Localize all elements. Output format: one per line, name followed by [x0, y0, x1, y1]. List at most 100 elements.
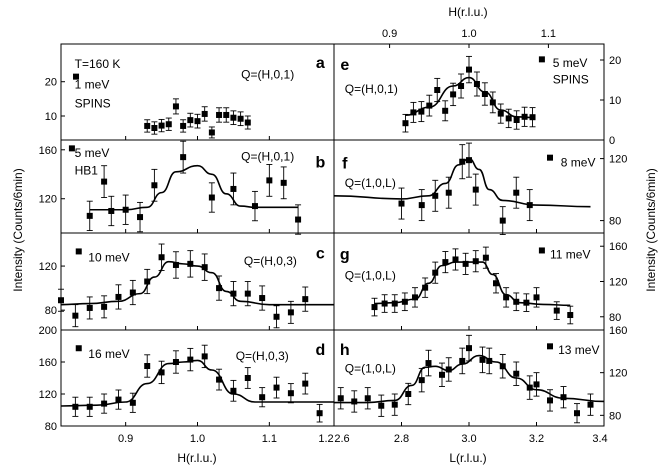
- panel-g: 80 120 160 11 meV Q=(1,0,L) g: [333, 232, 627, 331]
- data-point: [302, 380, 309, 387]
- data-point: [486, 357, 493, 364]
- panel-text: Q=(H,0,1): [241, 68, 294, 82]
- data-point: [513, 189, 520, 196]
- panel-text: 13 meV: [558, 343, 599, 357]
- data-point: [422, 284, 429, 291]
- panel-text: SPINS: [553, 73, 589, 87]
- data-point: [523, 299, 530, 306]
- panel-text: SPINS: [75, 97, 111, 111]
- data-point: [405, 391, 412, 397]
- panel-text: 5 meV: [75, 146, 110, 160]
- data-point: [337, 395, 344, 402]
- data-point: [482, 254, 489, 261]
- panel-text: 11 meV: [550, 247, 590, 261]
- x-tick-label: 1.2: [318, 433, 333, 445]
- data-point: [489, 99, 496, 106]
- data-point: [115, 293, 122, 300]
- data-point: [201, 110, 208, 117]
- legend-marker: [75, 345, 82, 352]
- y-tick-label: 120: [609, 154, 627, 166]
- legend-marker: [538, 56, 545, 63]
- data-point: [230, 114, 237, 121]
- x-tick-label: 3.0: [461, 433, 476, 445]
- data-point: [533, 294, 540, 301]
- data-point: [442, 107, 449, 114]
- fit-curve: [89, 164, 299, 211]
- data-point: [216, 111, 223, 118]
- data-point: [466, 345, 472, 352]
- data-point: [526, 384, 533, 391]
- data-point: [497, 110, 504, 117]
- legend-marker: [547, 154, 553, 161]
- data-point: [450, 91, 457, 98]
- data-point: [472, 258, 479, 265]
- data-point: [86, 403, 93, 410]
- legend-marker: [68, 145, 75, 152]
- data-point: [201, 264, 208, 271]
- panel-b: 120 160 5 meV HB1 Q=(H,0,1) b: [39, 139, 335, 235]
- data-point: [287, 390, 294, 397]
- panel-letter: a: [316, 55, 325, 72]
- data-point: [72, 312, 79, 319]
- data-point: [351, 398, 358, 405]
- data-point: [187, 117, 194, 124]
- legend-marker: [538, 247, 545, 254]
- panel-letter: b: [315, 154, 325, 171]
- data-point: [459, 158, 466, 165]
- data-point: [244, 375, 251, 381]
- data-point: [418, 108, 425, 115]
- data-point: [466, 66, 472, 73]
- y-tick-label: 200: [39, 325, 57, 337]
- data-point: [302, 296, 309, 303]
- data-point: [230, 387, 237, 394]
- y-tick-label: 80: [45, 421, 57, 433]
- data-point: [158, 369, 165, 376]
- data-point: [472, 186, 479, 193]
- data-point: [259, 295, 266, 302]
- data-point: [513, 117, 520, 123]
- x-tick-label: 0.9: [118, 433, 133, 445]
- panel-text: 5 meV: [553, 56, 588, 70]
- panel-f: 80 120 8 meV Q=(1,0,L) f: [333, 139, 627, 236]
- panel-e: 0 10 20 5 meV SPINS Q=(H,0,1) e: [333, 43, 621, 147]
- data-point: [442, 259, 449, 266]
- panel-letter: f: [342, 155, 348, 172]
- x-tick-label-top: 1.1: [541, 28, 556, 40]
- data-point: [244, 290, 251, 297]
- data-point: [273, 384, 280, 391]
- data-point: [513, 298, 520, 305]
- legend-marker: [73, 73, 80, 80]
- y-axis-label-right: Intensity (Counts/6min): [644, 168, 658, 291]
- panel-c-frame: [60, 232, 335, 331]
- panel-text: 8 meV: [561, 155, 596, 169]
- data-point: [216, 285, 223, 292]
- data-point: [316, 410, 323, 417]
- data-point: [151, 125, 158, 131]
- data-point: [251, 203, 258, 210]
- y-tick-label: 20: [45, 77, 57, 89]
- panel-text: Q=(H,0,1): [241, 150, 294, 164]
- data-point: [364, 395, 371, 402]
- data-point: [567, 312, 574, 319]
- data-point: [505, 115, 512, 122]
- y-tick-label: 80: [609, 216, 621, 228]
- data-point: [553, 307, 560, 314]
- data-point: [466, 157, 472, 164]
- y-tick-label: 80: [609, 410, 621, 422]
- data-point: [208, 129, 215, 136]
- y-tick-label: 120: [39, 261, 57, 273]
- data-point: [137, 214, 144, 221]
- data-point: [58, 297, 64, 304]
- data-point: [401, 298, 408, 305]
- data-point: [259, 394, 266, 401]
- panel-c: 80 120 10 meV Q=(H,0,3) c: [39, 232, 335, 331]
- data-point: [244, 119, 251, 126]
- y-tick-label: 80: [45, 305, 57, 317]
- data-point: [434, 87, 441, 93]
- data-point: [503, 294, 510, 301]
- data-point: [432, 192, 439, 199]
- data-point: [172, 261, 179, 268]
- panel-text: Q=(1,0,L): [345, 176, 396, 190]
- data-point: [266, 177, 273, 184]
- data-point: [158, 254, 165, 261]
